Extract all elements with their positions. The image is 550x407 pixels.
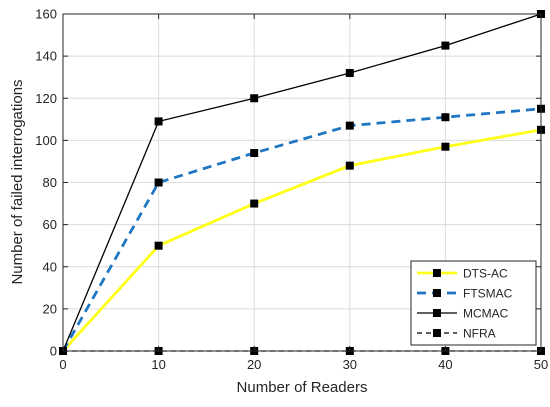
y-tick-label: 60: [43, 217, 57, 232]
legend-label: MCMAC: [463, 307, 509, 321]
data-point: [441, 41, 450, 50]
y-axis-label: Number of failed interrogations: [9, 79, 26, 284]
legend-item: DTS-AC: [417, 267, 508, 281]
y-tick-label: 100: [35, 133, 57, 148]
data-point: [250, 199, 259, 208]
data-point: [345, 68, 354, 77]
data-point: [154, 241, 163, 250]
legend-box: [410, 260, 537, 346]
y-tick-label: 0: [50, 344, 57, 359]
legend-marker: [433, 269, 441, 277]
x-tick-label: 20: [247, 357, 261, 372]
x-tick-label: 40: [438, 357, 452, 372]
x-axis-label: Number of Readers: [237, 379, 368, 396]
legend-label: FTSMAC: [463, 287, 513, 301]
x-tick-label: 50: [534, 357, 548, 372]
legend-label: NFRA: [463, 327, 496, 341]
y-tick-label: 160: [35, 7, 57, 22]
data-point: [345, 161, 354, 170]
axis-ticks: 0 10 20 30 40 50 0 20 40 60 80 100 120 140 160: [35, 7, 548, 373]
x-tick-label: 30: [343, 357, 357, 372]
data-point: [154, 117, 163, 126]
y-tick-label: 20: [43, 301, 57, 316]
data-point: [441, 113, 450, 122]
data-point: [441, 142, 450, 151]
x-tick-label: 10: [151, 357, 165, 372]
legend-item: MCMAC: [417, 307, 509, 321]
y-tick-label: 140: [35, 49, 57, 64]
data-point: [154, 178, 163, 187]
data-point: [250, 94, 259, 103]
y-tick-label: 80: [43, 175, 57, 190]
series-line: [62, 13, 542, 352]
data-point: [250, 149, 259, 158]
legend: DTS-AC FTSMAC MCMAC NFRA: [410, 260, 537, 346]
y-tick-label: 120: [35, 91, 57, 106]
legend-label: DTS-AC: [463, 267, 508, 281]
legend-marker: [433, 289, 441, 297]
y-tick-label: 40: [43, 259, 57, 274]
legend-item: NFRA: [417, 327, 496, 341]
legend-item: FTSMAC: [417, 287, 513, 301]
series-line: [61, 128, 542, 352]
x-tick-label: 0: [59, 357, 66, 372]
data-point: [345, 121, 354, 130]
legend-marker: [433, 329, 441, 337]
legend-marker: [433, 309, 441, 317]
